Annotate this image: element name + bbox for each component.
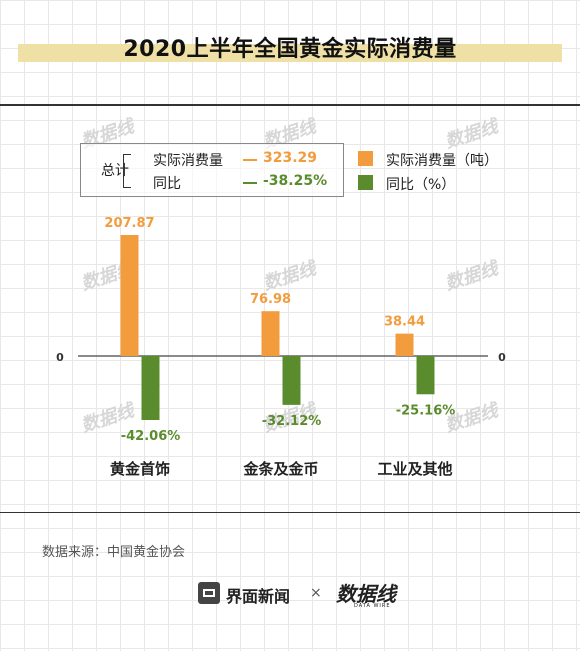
summary-row-name: 实际消费量	[153, 153, 223, 169]
footer-separator: ×	[310, 585, 322, 601]
summary-box: 总计 实际消费量 323.29 同比 -38.25%	[80, 143, 344, 197]
footer-partner-sub: DATA WIRE	[354, 603, 391, 609]
summary-row-name: 同比	[153, 176, 181, 192]
zero-label-left: 0	[56, 351, 64, 364]
category-label: 黄金首饰	[110, 460, 170, 478]
bar-yoy	[282, 356, 301, 405]
bar-consumption	[261, 311, 280, 356]
summary-bracket	[123, 154, 131, 188]
zero-label-right: 0	[498, 351, 506, 364]
legend-swatch-yoy	[358, 175, 373, 190]
data-source: 数据来源：中国黄金协会	[42, 545, 186, 560]
summary-label: 总计	[101, 163, 129, 179]
summary-row-value: 323.29	[263, 150, 318, 166]
bar-yoy	[416, 356, 435, 395]
summary-row-value: -38.25%	[263, 173, 328, 189]
legend-label-yoy: 同比（%）	[386, 177, 456, 193]
title-highlight-band	[18, 44, 562, 62]
category-label: 金条及金币	[242, 460, 318, 478]
data-label-consumption: 76.98	[250, 292, 291, 307]
bar-consumption	[395, 333, 414, 356]
bottom-divider	[0, 512, 580, 513]
category-label: 工业及其他	[377, 460, 452, 478]
data-label-consumption: 207.87	[104, 216, 154, 231]
footer-partner: 数据线	[336, 582, 396, 606]
page-title: 2020上半年全国黄金实际消费量	[123, 37, 457, 62]
bar-yoy	[141, 356, 160, 420]
summary-dash	[243, 159, 257, 161]
legend-label-consumption: 实际消费量（吨）	[386, 153, 498, 169]
data-label-yoy: -42.06%	[121, 429, 181, 444]
jiemian-logo-icon	[198, 582, 220, 604]
data-label-yoy: -25.16%	[396, 403, 456, 418]
footer-brand: 界面新闻	[226, 587, 291, 606]
data-label-consumption: 38.44	[384, 315, 425, 330]
summary-dash	[243, 182, 257, 184]
data-label-yoy: -32.12%	[262, 414, 322, 429]
bar-consumption	[120, 235, 139, 356]
top-divider	[0, 104, 580, 106]
legend-swatch-consumption	[358, 151, 373, 166]
